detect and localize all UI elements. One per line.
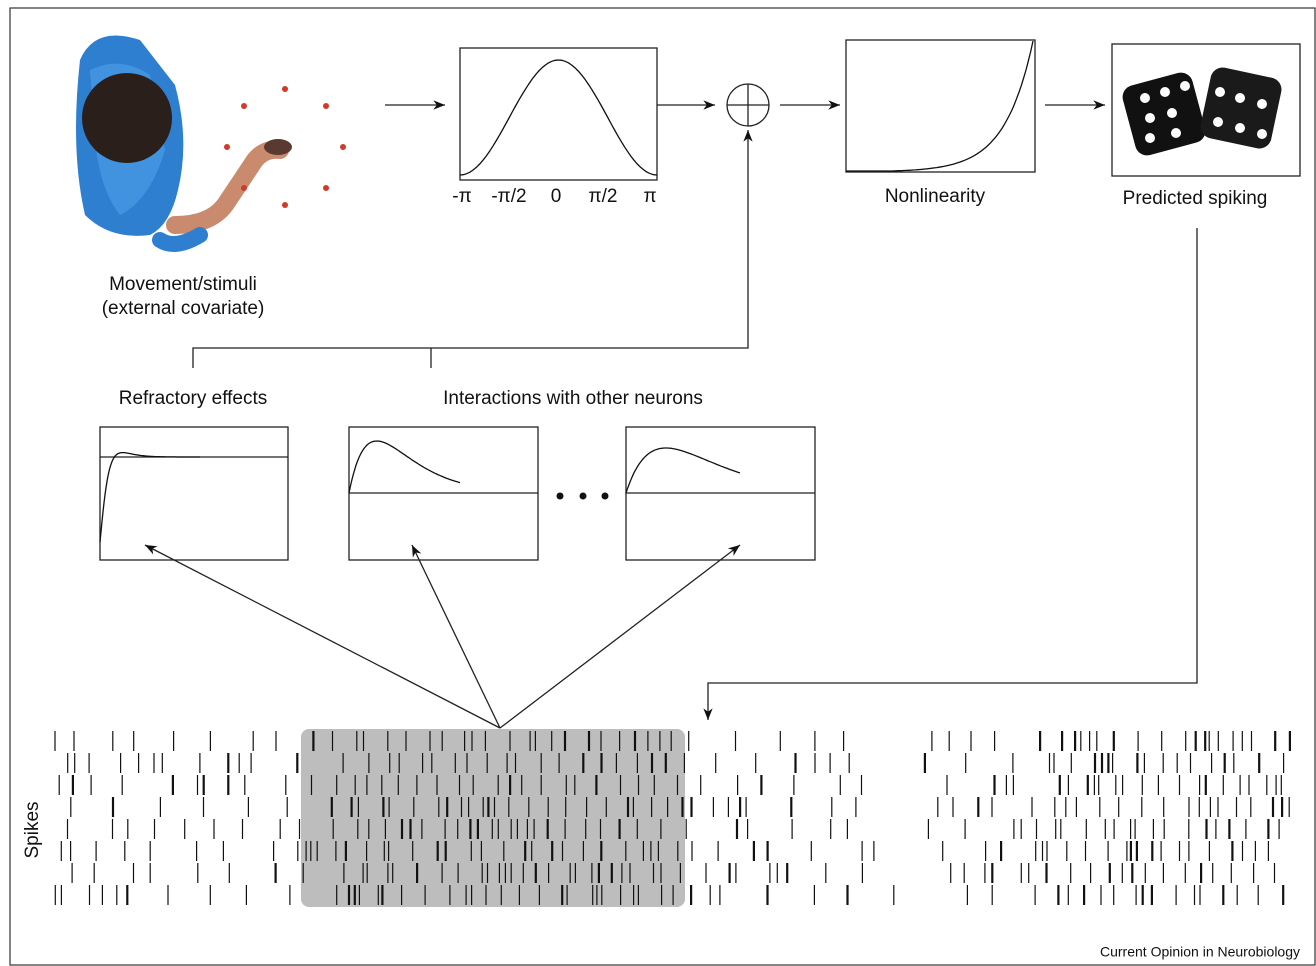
history-window [301,729,685,907]
tick-label: π/2 [589,186,618,207]
stimulus-label: (external covariate) [102,298,265,319]
refractory-label: Refractory effects [119,388,268,409]
filter-box [100,427,288,560]
tuning-ticks: -π -π/2 0 π/2 π [452,186,656,207]
target-dot [241,103,247,109]
tick-label: -π/2 [491,186,526,207]
ellipsis [557,493,609,500]
target-dot [282,86,288,92]
target-dot [241,185,247,191]
raster-label: Spikes [22,801,43,858]
target-dot [282,202,288,208]
tick-label: π [643,186,656,207]
tick-label: 0 [551,186,562,207]
tuning-box [460,48,657,180]
nonlinearity-label: Nonlinearity [885,186,986,207]
sum-node [727,84,769,126]
target-dot [323,103,329,109]
target-dot [340,144,346,150]
tick-label: -π [452,186,471,207]
interactions-label: Interactions with other neurons [443,388,703,409]
nonlinearity-box [846,40,1035,172]
stimulus-label: Movement/stimuli [109,274,257,295]
output-label: Predicted spiking [1123,188,1268,209]
target-dot [323,185,329,191]
history-arrows [145,545,740,728]
credit: Current Opinion in Neurobiology [1100,944,1300,960]
target-dot [224,144,230,150]
person-illustration [76,36,292,245]
figure: Movement/stimuli (external covariate) -π… [0,0,1316,966]
